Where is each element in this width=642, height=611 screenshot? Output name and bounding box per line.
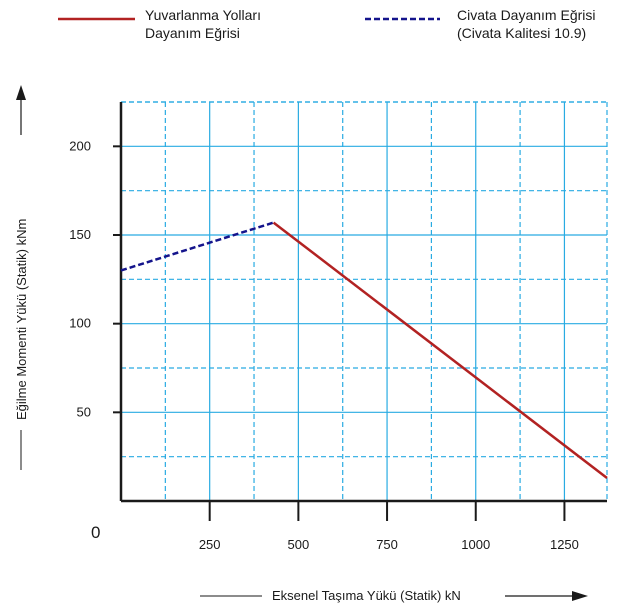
x-axis-arrow-head-icon [572,591,588,601]
x-tick-label: 1000 [461,537,490,552]
y-axis-arrow-head-icon [16,85,26,100]
tick-labels: 250 500 750 1000 1250 50 100 150 200 [69,138,579,552]
y-tick-label: 50 [77,404,91,419]
x-axis-title-group: Eksenel Taşıma Yükü (Statik) kN [200,588,588,603]
origin-label: 0 [91,523,100,542]
series-line-civata [120,221,274,272]
legend-label-yuvarlanma-1: Yuvarlanma Yolları [145,7,261,23]
legend-label-civata-2: (Civata Kalitesi 10.9) [457,25,586,41]
y-tick-label: 100 [69,316,91,331]
axes [113,102,607,521]
y-axis-title: Eğilme Momenti Yükü (Statik) kNm [14,219,29,420]
x-tick-label: 1250 [550,537,579,552]
legend: Yuvarlanma Yolları Dayanım Eğrisi Civata… [58,7,596,41]
legend-label-civata-1: Civata Dayanım Eğrisi [457,7,596,23]
x-tick-label: 750 [376,537,398,552]
x-axis-title: Eksenel Taşıma Yükü (Statik) kN [272,588,461,603]
grid [121,101,608,501]
x-tick-label: 250 [199,537,221,552]
y-tick-label: 200 [69,138,91,153]
x-tick-label: 500 [288,537,310,552]
series-line-yuvarlanma [272,221,608,479]
legend-label-yuvarlanma-2: Dayanım Eğrisi [145,25,240,41]
series-layer [120,221,608,479]
y-tick-label: 150 [69,227,91,242]
y-axis-title-group: Eğilme Momenti Yükü (Statik) kNm [14,85,29,470]
